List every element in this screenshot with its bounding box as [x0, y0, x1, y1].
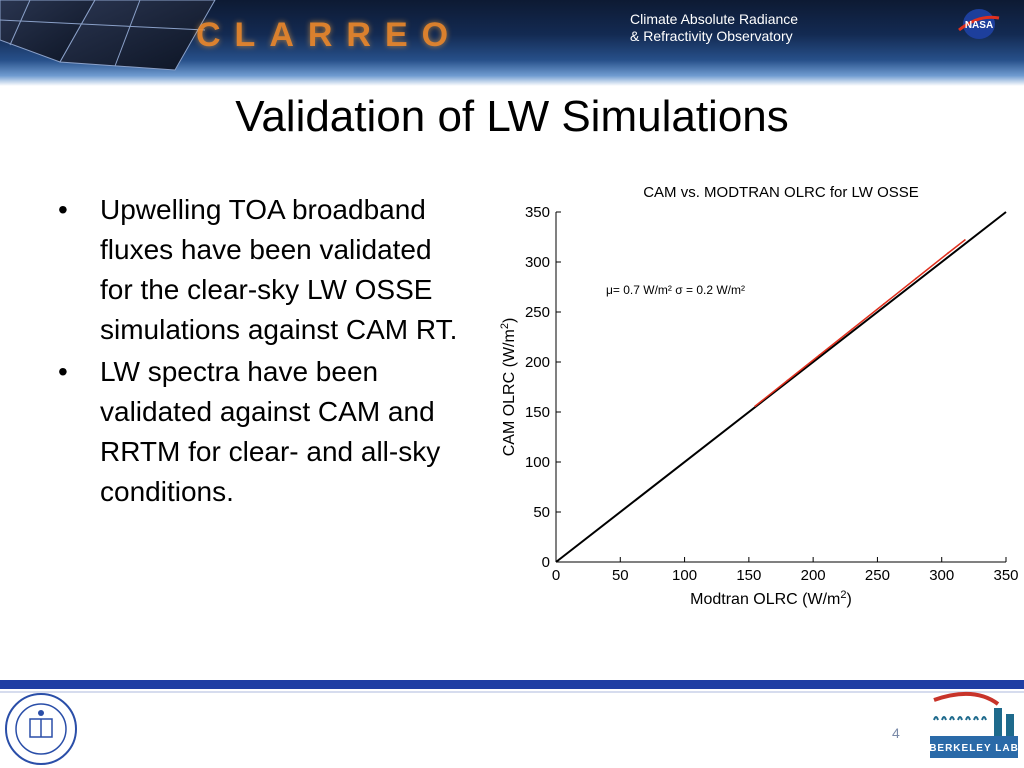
data-point	[963, 239, 966, 241]
nasa-logo-icon: NASA	[958, 9, 1000, 39]
bullet-text: Upwelling TOA broadband fluxes have been…	[100, 194, 458, 345]
x-tick-label: 300	[929, 567, 954, 584]
data-point	[947, 252, 950, 254]
clarreo-brand-text: CLARREO	[196, 16, 463, 54]
header-banner: CLARREO Climate Absolute Radiance & Refr…	[0, 0, 1024, 86]
x-axis-label: Modtran OLRC (W/m2)	[690, 589, 852, 608]
cam-vs-modtran-series-line	[754, 239, 966, 407]
bullet-item: • LW spectra have been validated against…	[58, 352, 458, 512]
berkeley-lab-text: BERKELEY LAB	[929, 743, 1019, 754]
page-number: 4	[892, 725, 900, 741]
data-point	[754, 405, 757, 407]
x-tick-label: 100	[672, 567, 697, 584]
one-to-one-reference-line	[555, 211, 1007, 563]
footer-accent-bar	[0, 680, 1024, 691]
y-axis-label: CAM OLRC (W/m2)	[499, 318, 518, 457]
organization-name: Climate Absolute Radiance & Refractivity…	[630, 11, 798, 45]
x-tick-label: 150	[736, 567, 761, 584]
y-tick-label: 150	[525, 404, 550, 421]
organization-line-1: Climate Absolute Radiance	[630, 11, 799, 27]
data-point	[915, 277, 917, 280]
y-tick-label: 350	[525, 204, 550, 221]
berkeley-lab-logo-icon: BERKELEY LAB	[929, 691, 1019, 758]
bullet-item: • Upwelling TOA broadband fluxes have be…	[58, 190, 458, 350]
olrc-scatter-chart: CAM vs. MODTRAN OLRC for LW OSSE 0 50 100 15…	[499, 184, 1019, 608]
organization-line-2: & Refractivity Observatory	[630, 28, 793, 44]
svg-text:NASA: NASA	[965, 20, 993, 31]
data-point	[786, 379, 789, 382]
y-tick-label: 250	[525, 304, 550, 321]
data-point	[882, 303, 885, 305]
y-tick-label: 300	[525, 254, 550, 271]
bullet-list: • Upwelling TOA broadband fluxes have be…	[58, 190, 458, 514]
y-tick-label: 50	[533, 504, 550, 521]
x-tick-label: 0	[552, 567, 560, 584]
x-tick-label: 200	[801, 567, 826, 584]
x-tick-label: 50	[612, 567, 629, 584]
bullet-text: LW spectra have been validated against C…	[100, 356, 441, 507]
y-tick-label: 0	[542, 554, 550, 571]
data-point	[818, 354, 821, 356]
bullet-glyph: •	[58, 356, 68, 387]
x-tick-label: 350	[993, 567, 1018, 584]
slide-title: Validation of LW Simulations	[235, 92, 789, 141]
x-tick-label: 250	[865, 567, 890, 584]
earth-horizon-graphic	[0, 0, 1024, 86]
chart-title: CAM vs. MODTRAN OLRC for LW OSSE	[643, 184, 919, 201]
y-tick-label: 100	[525, 454, 550, 471]
data-point	[850, 328, 853, 331]
statistics-annotation: μ= 0.7 W/m² σ = 0.2 W/m²	[606, 283, 745, 297]
satellite-panel-icon	[0, 0, 216, 71]
y-tick-label: 200	[525, 354, 550, 371]
university-of-california-seal-icon	[5, 693, 77, 765]
bullet-glyph: •	[58, 194, 68, 225]
